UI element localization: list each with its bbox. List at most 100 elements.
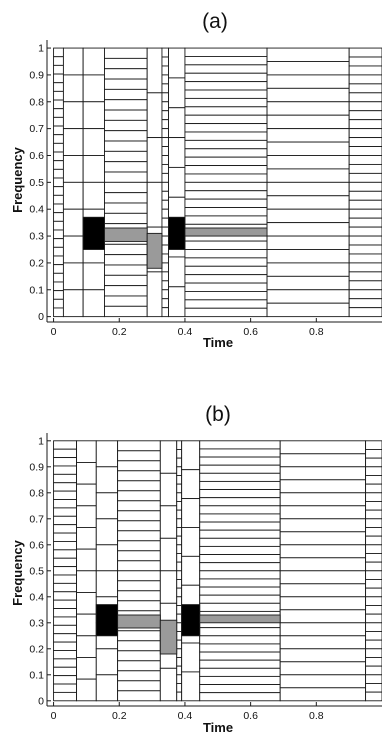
tile-col7-row20 — [199, 602, 281, 612]
tile-col6-row2 — [168, 107, 186, 139]
tile-col9-row3 — [365, 466, 382, 476]
tile-col8-row3 — [266, 87, 350, 103]
tile-col0-row4 — [53, 473, 78, 484]
tile-col3-row8 — [117, 520, 161, 532]
tile-col9-row16 — [348, 190, 382, 201]
tile-col9-row0 — [348, 47, 382, 58]
tile-col7-row31 — [184, 307, 268, 318]
tile-col6-row1 — [168, 77, 186, 109]
tile-col9-row23 — [348, 253, 382, 264]
panel-a-y-axis-label: Frequency — [10, 146, 25, 213]
tile-col7-row26 — [199, 651, 281, 661]
tile-col5-row2 — [161, 65, 169, 76]
tile-col0-row5 — [53, 90, 64, 101]
tile-col3-row21 — [117, 650, 161, 662]
tile-col0-row30 — [53, 307, 64, 318]
tile-col9-row19 — [348, 217, 382, 228]
tile-col4-row4 — [159, 570, 178, 604]
tile-col7-row19 — [199, 594, 281, 604]
tile-col9-row29 — [365, 691, 382, 702]
tile-col9-row26 — [348, 280, 382, 291]
tile-col0-row17 — [53, 194, 64, 205]
tile-col7-row20 — [184, 215, 268, 225]
tile-col5-row14 — [176, 561, 183, 572]
tile-col8-row18 — [266, 289, 350, 304]
tile-col7-row28 — [199, 667, 281, 677]
tile-col9-row15 — [348, 181, 382, 192]
tile-col0-row11 — [53, 142, 64, 153]
tile-col5-row19 — [161, 217, 169, 228]
tile-col3-row3 — [117, 470, 161, 482]
tile-col0-row8 — [53, 507, 78, 517]
tile-col8-row18 — [279, 674, 367, 689]
tile-col1-row5 — [76, 548, 97, 572]
tile-col5-row25 — [161, 271, 169, 282]
tile-col4-row2 — [146, 137, 163, 183]
tile-col6-row1 — [181, 469, 201, 500]
tile-col9-row7 — [365, 501, 382, 511]
tile-col5-row15 — [161, 181, 169, 192]
tile-col0-row19 — [53, 599, 78, 609]
tile-col7-row2 — [184, 64, 268, 74]
tile-col3-row7 — [117, 510, 161, 522]
tile-col1-row9 — [62, 289, 84, 318]
tile-col8-row1 — [279, 453, 367, 468]
tile-col7-row1 — [199, 448, 281, 458]
tile-col8-row1 — [266, 61, 350, 76]
tile-col7-row27 — [199, 659, 281, 669]
tile-col4-row2 — [159, 505, 178, 539]
tile-col0-row25 — [53, 650, 78, 660]
tile-col3-row22 — [104, 274, 148, 287]
tile-col7-row29 — [199, 675, 281, 685]
tile-col8-row14 — [279, 622, 367, 637]
tile-col1-row7 — [76, 592, 97, 615]
tile-col3-row8 — [104, 130, 148, 142]
tile-col7-row10 — [184, 131, 268, 141]
tile-col9-row1 — [348, 56, 382, 67]
tile-col5-row12 — [161, 155, 169, 165]
tile-col9-row14 — [348, 172, 382, 183]
tile-col3-row10 — [117, 540, 161, 552]
tile-col0-row19 — [53, 212, 64, 222]
tile-col6-row4 — [181, 555, 201, 586]
tile-col3-row1 — [104, 57, 148, 70]
tile-col9-row0 — [365, 440, 382, 450]
x-tick-label: 0.6 — [243, 710, 258, 722]
x-tick-label: 0.8 — [309, 710, 324, 722]
energy-tile-3 — [181, 604, 201, 637]
tile-col9-row5 — [348, 92, 382, 103]
tile-col5-row19 — [176, 605, 183, 615]
tile-col0-row6 — [53, 99, 64, 110]
tile-col5-row23 — [176, 639, 183, 650]
tile-col9-row20 — [365, 613, 382, 624]
tile-col5-row18 — [176, 596, 183, 606]
tile-col0-row14 — [53, 168, 64, 179]
tile-col0-row26 — [53, 658, 78, 668]
tile-col2-row3 — [82, 128, 105, 156]
tile-col0-row13 — [53, 549, 78, 559]
tile-col5-row9 — [161, 128, 169, 139]
tile-col9-row8 — [365, 509, 382, 520]
tile-col7-row6 — [199, 489, 281, 499]
tile-col9-row1 — [365, 449, 382, 459]
tile-col7-row3 — [199, 464, 281, 474]
tile-col7-row5 — [184, 89, 268, 99]
tile-col3-row9 — [117, 530, 161, 542]
tile-col3-row3 — [104, 78, 148, 90]
tile-col6-row7 — [181, 642, 201, 673]
tile-col9-row2 — [348, 65, 382, 76]
tile-col0-row18 — [53, 203, 64, 214]
tile-col1-row8 — [76, 613, 97, 637]
y-tick-label: 0.9 — [29, 69, 44, 81]
tile-col9-row12 — [365, 544, 382, 554]
tile-col5-row2 — [176, 457, 183, 468]
tile-col3-row12 — [117, 560, 161, 572]
tile-col1-row4 — [76, 527, 97, 550]
tile-col0-row4 — [53, 82, 64, 92]
tile-col9-row13 — [348, 163, 382, 174]
tile-col7-row24 — [199, 635, 281, 645]
tile-col5-row26 — [161, 280, 169, 291]
tile-col1-row6 — [76, 570, 97, 593]
tile-col0-row26 — [53, 272, 64, 283]
